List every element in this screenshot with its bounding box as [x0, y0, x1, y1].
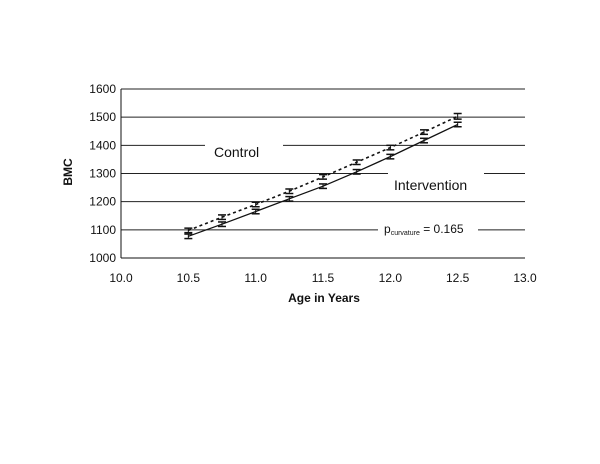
y-tick-label: 1000: [89, 251, 116, 265]
x-tick-label: 10.5: [177, 271, 201, 285]
y-tick-label: 1600: [89, 82, 116, 96]
axes: [120, 89, 525, 259]
y-axis-title: BMC: [61, 158, 75, 186]
y-tick-label: 1500: [89, 110, 116, 124]
x-tick-label: 12.0: [379, 271, 403, 285]
y-tick-label: 1300: [89, 167, 116, 181]
y-tick-label: 1100: [90, 223, 116, 237]
control-label: Control: [214, 144, 259, 160]
x-tick-label: 10.0: [109, 271, 133, 285]
y-tick-label: 1200: [89, 195, 116, 209]
intervention-label-bg: [388, 170, 484, 194]
y-tick-label: 1400: [89, 138, 116, 152]
control-label-bg: [205, 138, 283, 160]
x-tick-label: 13.0: [513, 271, 537, 285]
p-value-bg: [378, 218, 478, 238]
p-value-annotation: pcurvature = 0.165: [384, 222, 464, 237]
x-tick-label: 12.5: [446, 271, 470, 285]
x-tick-label: 11.0: [244, 271, 267, 285]
intervention-label: Intervention: [394, 177, 467, 193]
series: [184, 112, 462, 240]
grid-lines: [121, 88, 525, 231]
x-tick-label: 11.5: [312, 271, 335, 285]
tick-labels: 1000 1100 1200 1300 1400 1500 1600 10.0 10.5 11.0…: [89, 82, 537, 285]
x-axis-title: Age in Years: [288, 291, 360, 305]
